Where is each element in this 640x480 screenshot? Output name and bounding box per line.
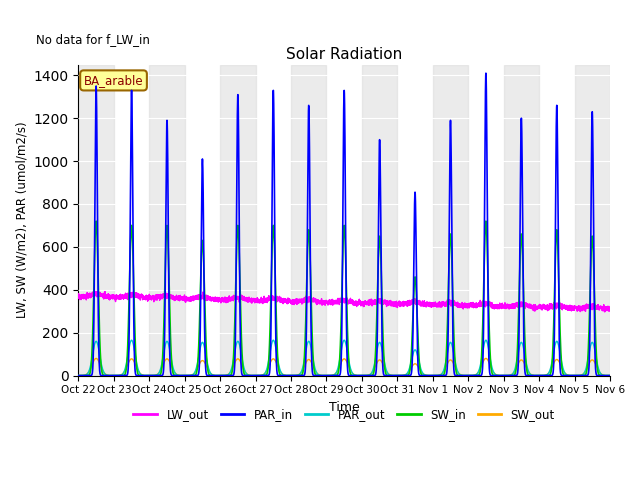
Legend: LW_out, PAR_in, PAR_out, SW_in, SW_out: LW_out, PAR_in, PAR_out, SW_in, SW_out: [129, 403, 559, 426]
Text: No data for f_LW_in: No data for f_LW_in: [36, 33, 150, 46]
Bar: [291, 65, 326, 375]
Y-axis label: LW, SW (W/m2), PAR (umol/m2/s): LW, SW (W/m2), PAR (umol/m2/s): [15, 122, 28, 318]
Text: BA_arable: BA_arable: [84, 74, 143, 87]
Bar: [79, 65, 114, 375]
Bar: [433, 65, 468, 375]
Bar: [575, 65, 610, 375]
Bar: [504, 65, 539, 375]
Bar: [149, 65, 185, 375]
Bar: [220, 65, 255, 375]
Title: Solar Radiation: Solar Radiation: [286, 47, 403, 62]
X-axis label: Time: Time: [329, 401, 360, 414]
Bar: [362, 65, 397, 375]
